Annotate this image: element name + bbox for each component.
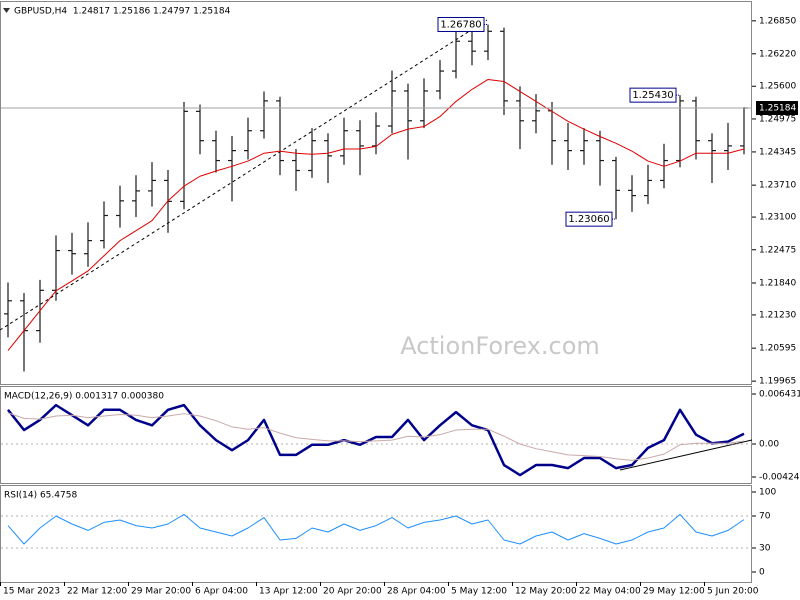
indicator-line — [7, 513, 745, 545]
y-tick-label: 70 — [759, 512, 771, 522]
annotation-box — [629, 87, 677, 103]
x-tick-label: 28 Apr 04:00 — [387, 587, 446, 597]
y-tick-label: 1.20595 — [759, 344, 796, 354]
y-tick-label: 1.24345 — [759, 147, 796, 157]
y-tick-label: -0.004241 — [759, 472, 800, 482]
panel-title: GBPUSD,H4 1.24817 1.25186 1.24797 1.2518… — [14, 7, 231, 17]
y-tick-label: 100 — [759, 488, 776, 498]
price-panel — [0, 1, 752, 385]
x-tick-label: 5 May 12:00 — [451, 587, 507, 597]
panel-title: RSI(14) 65.4758 — [4, 491, 77, 501]
x-tick-label: 22 Mar 12:00 — [67, 587, 127, 597]
y-tick-label: 1.26220 — [759, 49, 796, 59]
y-tick-label: 1.26850 — [759, 16, 796, 26]
y-tick-label: 1.24975 — [759, 114, 796, 124]
macd-trend-line — [619, 439, 753, 471]
annotation-box — [437, 17, 485, 33]
macd-panel — [0, 386, 752, 484]
x-tick-label: 20 Apr 20:00 — [323, 587, 382, 597]
panel-title: MACD(12,26,9) 0.001317 0.000380 — [4, 392, 164, 402]
x-tick-label: 12 May 20:00 — [515, 587, 577, 597]
y-tick-label: 0.006431 — [759, 389, 800, 399]
y-tick-label: 1.21230 — [759, 310, 796, 320]
current-price-label: 1.25184 — [759, 104, 796, 114]
x-tick-label: 5 Jun 20:00 — [707, 587, 759, 597]
symbol-icon — [3, 8, 10, 13]
y-tick-label: 1.22475 — [759, 245, 796, 255]
y-tick-label: 1.23100 — [759, 213, 796, 223]
y-tick-label: 1.25600 — [759, 82, 796, 92]
y-tick-label: 0 — [759, 568, 765, 578]
x-tick-label: 15 Mar 2023 — [3, 587, 60, 597]
annotation-label: 1.26780 — [440, 20, 481, 31]
y-tick-label: 1.19965 — [759, 377, 796, 387]
indicator-line — [7, 78, 745, 351]
y-tick-label: 1.23710 — [759, 181, 796, 191]
y-tick-label: 1.21840 — [759, 279, 796, 289]
annotation-box — [565, 211, 613, 227]
indicator-line — [7, 412, 745, 461]
x-tick-label: 6 Apr 04:00 — [195, 587, 248, 597]
watermark: ActionForex.com — [400, 332, 600, 360]
y-tick-label: 0.00 — [759, 440, 779, 450]
x-tick-label: 29 Mar 20:00 — [131, 587, 191, 597]
indicator-line — [7, 403, 745, 477]
annotation-label: 1.25430 — [632, 90, 673, 101]
y-tick-label: 30 — [759, 544, 771, 554]
x-tick-label: 22 May 04:00 — [579, 587, 641, 597]
trend-line — [0, 19, 488, 331]
x-tick-label: 13 Apr 12:00 — [259, 587, 318, 597]
annotation-label: 1.23060 — [568, 214, 609, 225]
current-price-box — [756, 101, 798, 116]
x-tick-label: 29 May 12:00 — [643, 587, 705, 597]
rsi-panel — [0, 485, 752, 583]
